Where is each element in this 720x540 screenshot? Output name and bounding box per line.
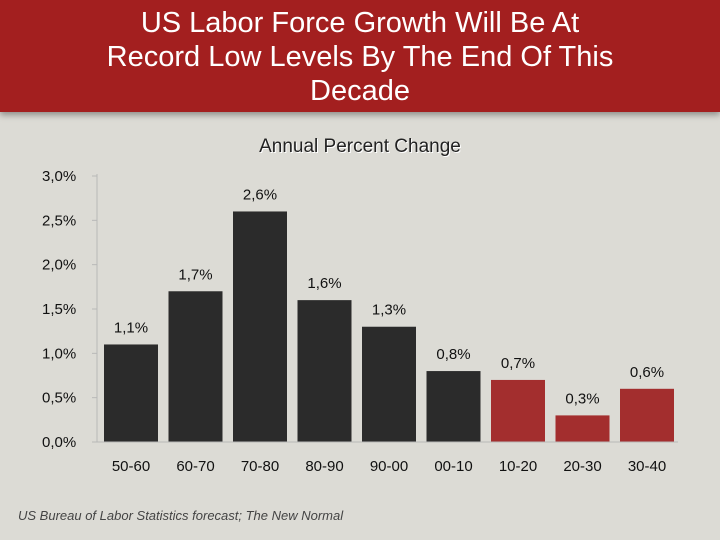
y-tick-label: 2,0% <box>42 257 76 274</box>
x-tick-label: 20-30 <box>563 458 601 475</box>
data-label: 0,6% <box>630 364 664 381</box>
x-tick-label: 00-10 <box>434 458 472 475</box>
y-tick-label: 0,5% <box>42 390 76 407</box>
bar <box>168 291 223 442</box>
data-label: 0,8% <box>436 346 470 363</box>
y-tick-label: 2,5% <box>42 212 76 229</box>
y-tick-label: 1,0% <box>42 345 76 362</box>
bar <box>491 379 545 442</box>
bar <box>233 211 287 442</box>
bar <box>104 344 158 442</box>
bar <box>555 415 610 442</box>
y-tick-label: 0,0% <box>42 434 76 451</box>
x-tick-label: 60-70 <box>176 458 214 475</box>
data-label: 0,7% <box>501 355 535 372</box>
data-label: 1,6% <box>307 275 341 292</box>
data-label: 1,3% <box>372 302 406 319</box>
data-label: 1,1% <box>114 319 148 336</box>
x-tick-label: 10-20 <box>499 458 537 475</box>
slide-title: US Labor Force Growth Will Be At Record … <box>106 7 614 107</box>
bar <box>297 300 352 442</box>
x-tick-label: 90-00 <box>370 458 408 475</box>
x-tick-label: 80-90 <box>305 458 343 475</box>
data-label: 1,7% <box>178 266 212 283</box>
data-label: 2,6% <box>243 186 277 203</box>
y-tick-label: 3,0% <box>42 168 76 185</box>
y-tick-label: 1,5% <box>42 301 76 318</box>
bar <box>362 326 416 442</box>
title-band: US Labor Force Growth Will Be At Record … <box>0 0 720 112</box>
x-tick-label: 30-40 <box>628 458 666 475</box>
bar <box>426 371 481 442</box>
x-tick-label: 50-60 <box>112 458 150 475</box>
data-label: 0,3% <box>565 390 599 407</box>
bar <box>620 388 674 442</box>
source-note: US Bureau of Labor Statistics forecast; … <box>18 508 344 523</box>
x-tick-label: 70-80 <box>241 458 279 475</box>
chart-title: Annual Percent Change <box>259 136 461 157</box>
